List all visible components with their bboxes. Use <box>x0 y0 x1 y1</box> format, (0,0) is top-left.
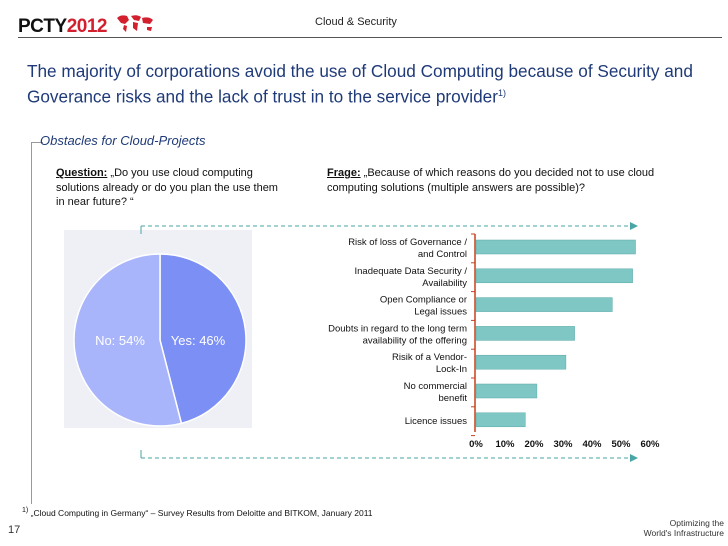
pie-chart: Yes: 46% No: 54% <box>73 253 247 427</box>
bar-1 <box>475 239 636 255</box>
x-tick-label: 20% <box>524 439 544 450</box>
bar-label-1: Risk of loss of Governance / <box>348 237 467 248</box>
panel-top-border <box>31 142 43 143</box>
pie-slice-yes <box>159 253 247 425</box>
headline-footnote-marker: 1) <box>497 88 506 98</box>
bar-label-5: Risik of a Vendor- <box>392 352 467 363</box>
bar-label-2: Availability <box>422 278 467 289</box>
question-left: Question: „Do you use cloud computing so… <box>56 166 286 210</box>
x-tick-label: 40% <box>582 439 602 450</box>
bar-3 <box>475 297 613 312</box>
bar-6 <box>475 383 538 399</box>
slide-headline: The majority of corporations avoid the u… <box>27 60 727 108</box>
x-tick-label: 30% <box>553 439 573 450</box>
bottom-arrow-head-icon <box>630 454 638 462</box>
bar-label-6: benefit <box>438 393 467 404</box>
header-divider <box>18 37 722 38</box>
bar-label-4: availability of the offering <box>363 335 467 346</box>
top-arrow-head-icon <box>630 222 638 230</box>
bar-label-6: No commercial <box>404 381 467 392</box>
question-right-label: Frage: <box>327 167 361 179</box>
bar-label-1: and Control <box>418 249 467 260</box>
world-map-icon <box>117 15 153 32</box>
logo-text-year: 2012 <box>66 16 108 37</box>
bar-label-2: Inadequate Data Security / <box>355 266 468 277</box>
footnote-marker: 1) <box>22 506 29 514</box>
x-tick-label: 50% <box>611 439 631 450</box>
question-left-text: „Do you use cloud computing solutions al… <box>56 167 278 209</box>
x-tick-label: 10% <box>495 439 515 450</box>
pcty-logo: PCTY2012 <box>18 16 107 38</box>
bar-label-7: Licence issues <box>405 416 468 427</box>
bar-label-3: Legal issues <box>414 307 467 318</box>
logo-text-pcty: PCTY <box>18 16 67 37</box>
question-right-text: „Because of which reasons do you decided… <box>327 167 655 194</box>
section-title: Cloud & Security <box>315 16 397 28</box>
footnote: 1) „Cloud Computing in Germany“ – Survey… <box>22 506 373 518</box>
bar-label-5: Lock-In <box>436 364 467 375</box>
bar-7 <box>475 412 526 428</box>
question-left-label: Question: <box>56 167 108 179</box>
pie-label-yes: Yes: 46% <box>171 333 226 348</box>
x-tick-label: 0% <box>469 439 483 450</box>
bar-label-4: Doubts in regard to the long term <box>328 323 467 334</box>
question-right: Frage: „Because of which reasons do you … <box>327 166 657 195</box>
page-number: 17 <box>8 524 21 536</box>
bar-4 <box>475 326 575 341</box>
panel-subheading: Obstacles for Cloud-Projects <box>40 133 206 148</box>
bar-5 <box>475 354 567 370</box>
footnote-text: „Cloud Computing in Germany“ – Survey Re… <box>28 507 373 518</box>
pie-slice-no <box>73 253 183 427</box>
brand-tagline: Optimizing the World's Infrastructure <box>643 518 724 538</box>
panel-left-border <box>31 142 32 504</box>
bar-chart: Risk of loss of Governance /and Control I… <box>328 233 660 450</box>
pie-label-no: No: 54% <box>95 333 145 348</box>
bar-label-3: Open Compliance or <box>380 295 467 306</box>
headline-text: The majority of corporations avoid the u… <box>27 61 693 107</box>
x-tick-label: 60% <box>640 439 660 450</box>
bar-2 <box>475 268 633 284</box>
